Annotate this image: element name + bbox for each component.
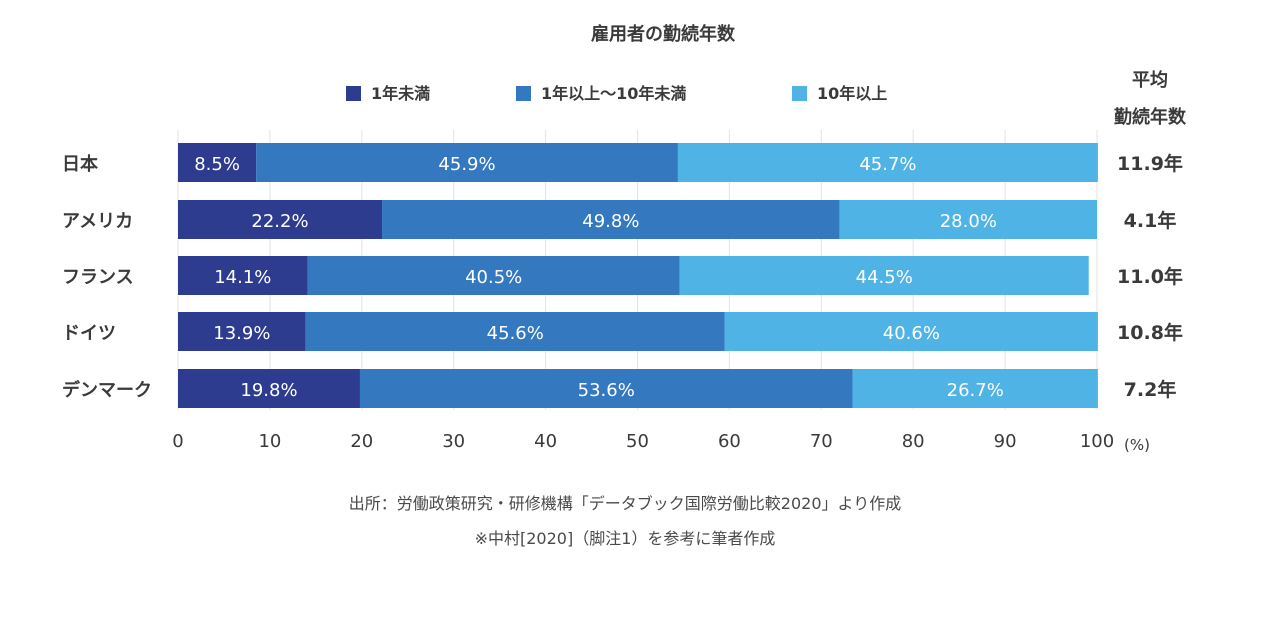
author-note: ※中村[2020]（脚注1）を参考に筆者作成: [475, 529, 776, 548]
chart-title: 雇用者の勤続年数: [591, 23, 736, 45]
legend-swatch: [346, 86, 361, 101]
x-tick-label: 80: [902, 431, 925, 452]
bar-data-label: 40.6%: [883, 323, 940, 344]
source-note: 出所：労働政策研究・研修機構「データブック国際労働比較2020」より作成: [349, 494, 901, 513]
bar-segment: [839, 200, 1097, 239]
bar-data-label: 26.7%: [947, 380, 1004, 401]
bar-segment: [382, 200, 840, 239]
bar-segment: [677, 143, 1098, 182]
bar-segment: [724, 312, 1098, 351]
legend-label: 10年以上: [817, 84, 887, 103]
bar-data-label: 28.0%: [940, 211, 997, 232]
x-tick-label: 50: [626, 431, 649, 452]
bar-segment: [305, 312, 725, 351]
legend-swatch: [516, 86, 531, 101]
bar-data-label: 22.2%: [251, 211, 308, 232]
bar-data-label: 45.6%: [487, 323, 544, 344]
legend-label: 1年以上〜10年未満: [541, 84, 686, 103]
x-tick-label: 20: [350, 431, 373, 452]
bar-segment: [178, 369, 360, 408]
category-label: アメリカ: [62, 211, 133, 232]
bar-data-label: 45.7%: [859, 154, 916, 175]
average-value: 10.8年: [1117, 321, 1183, 344]
bar-data-label: 14.1%: [214, 267, 271, 288]
category-label: ドイツ: [62, 323, 116, 344]
average-value: 7.2年: [1124, 378, 1177, 401]
x-tick-label: 90: [994, 431, 1017, 452]
x-tick-label: 60: [718, 431, 741, 452]
x-tick-label: 70: [810, 431, 833, 452]
average-value: 4.1年: [1124, 209, 1177, 232]
bar-segment: [679, 256, 1089, 295]
bar-segment: [178, 256, 308, 295]
x-tick-label: 10: [258, 431, 281, 452]
bar-segment: [852, 369, 1098, 408]
x-tick-label: 100: [1080, 431, 1114, 452]
average-header-line2: 勤続年数: [1114, 106, 1187, 128]
x-tick-label: 40: [534, 431, 557, 452]
category-label: フランス: [62, 267, 134, 288]
bar-data-label: 45.9%: [438, 154, 495, 175]
bar-segment: [178, 200, 383, 239]
bar-data-label: 40.5%: [465, 267, 522, 288]
bar-segment: [178, 312, 306, 351]
legend-swatch: [792, 86, 807, 101]
bar-segment: [359, 369, 853, 408]
bar-data-label: 13.9%: [213, 323, 270, 344]
bar-data-label: 53.6%: [578, 380, 635, 401]
bar-data-label: 44.5%: [856, 267, 913, 288]
legend-label: 1年未満: [371, 84, 430, 103]
bar-data-label: 19.8%: [240, 380, 297, 401]
category-label: デンマーク: [62, 379, 152, 401]
x-axis-unit: (%): [1124, 436, 1150, 454]
bar-data-label: 49.8%: [582, 211, 639, 232]
x-tick-label: 30: [442, 431, 465, 452]
bar-segment: [307, 256, 680, 295]
average-value: 11.9年: [1117, 152, 1183, 175]
bar-segment: [256, 143, 678, 182]
bar-segment: [178, 143, 257, 182]
x-tick-label: 0: [172, 431, 183, 452]
bar-data-label: 8.5%: [194, 154, 240, 175]
category-label: 日本: [62, 153, 98, 175]
average-header-line1: 平均: [1132, 69, 1168, 91]
average-value: 11.0年: [1117, 265, 1183, 288]
